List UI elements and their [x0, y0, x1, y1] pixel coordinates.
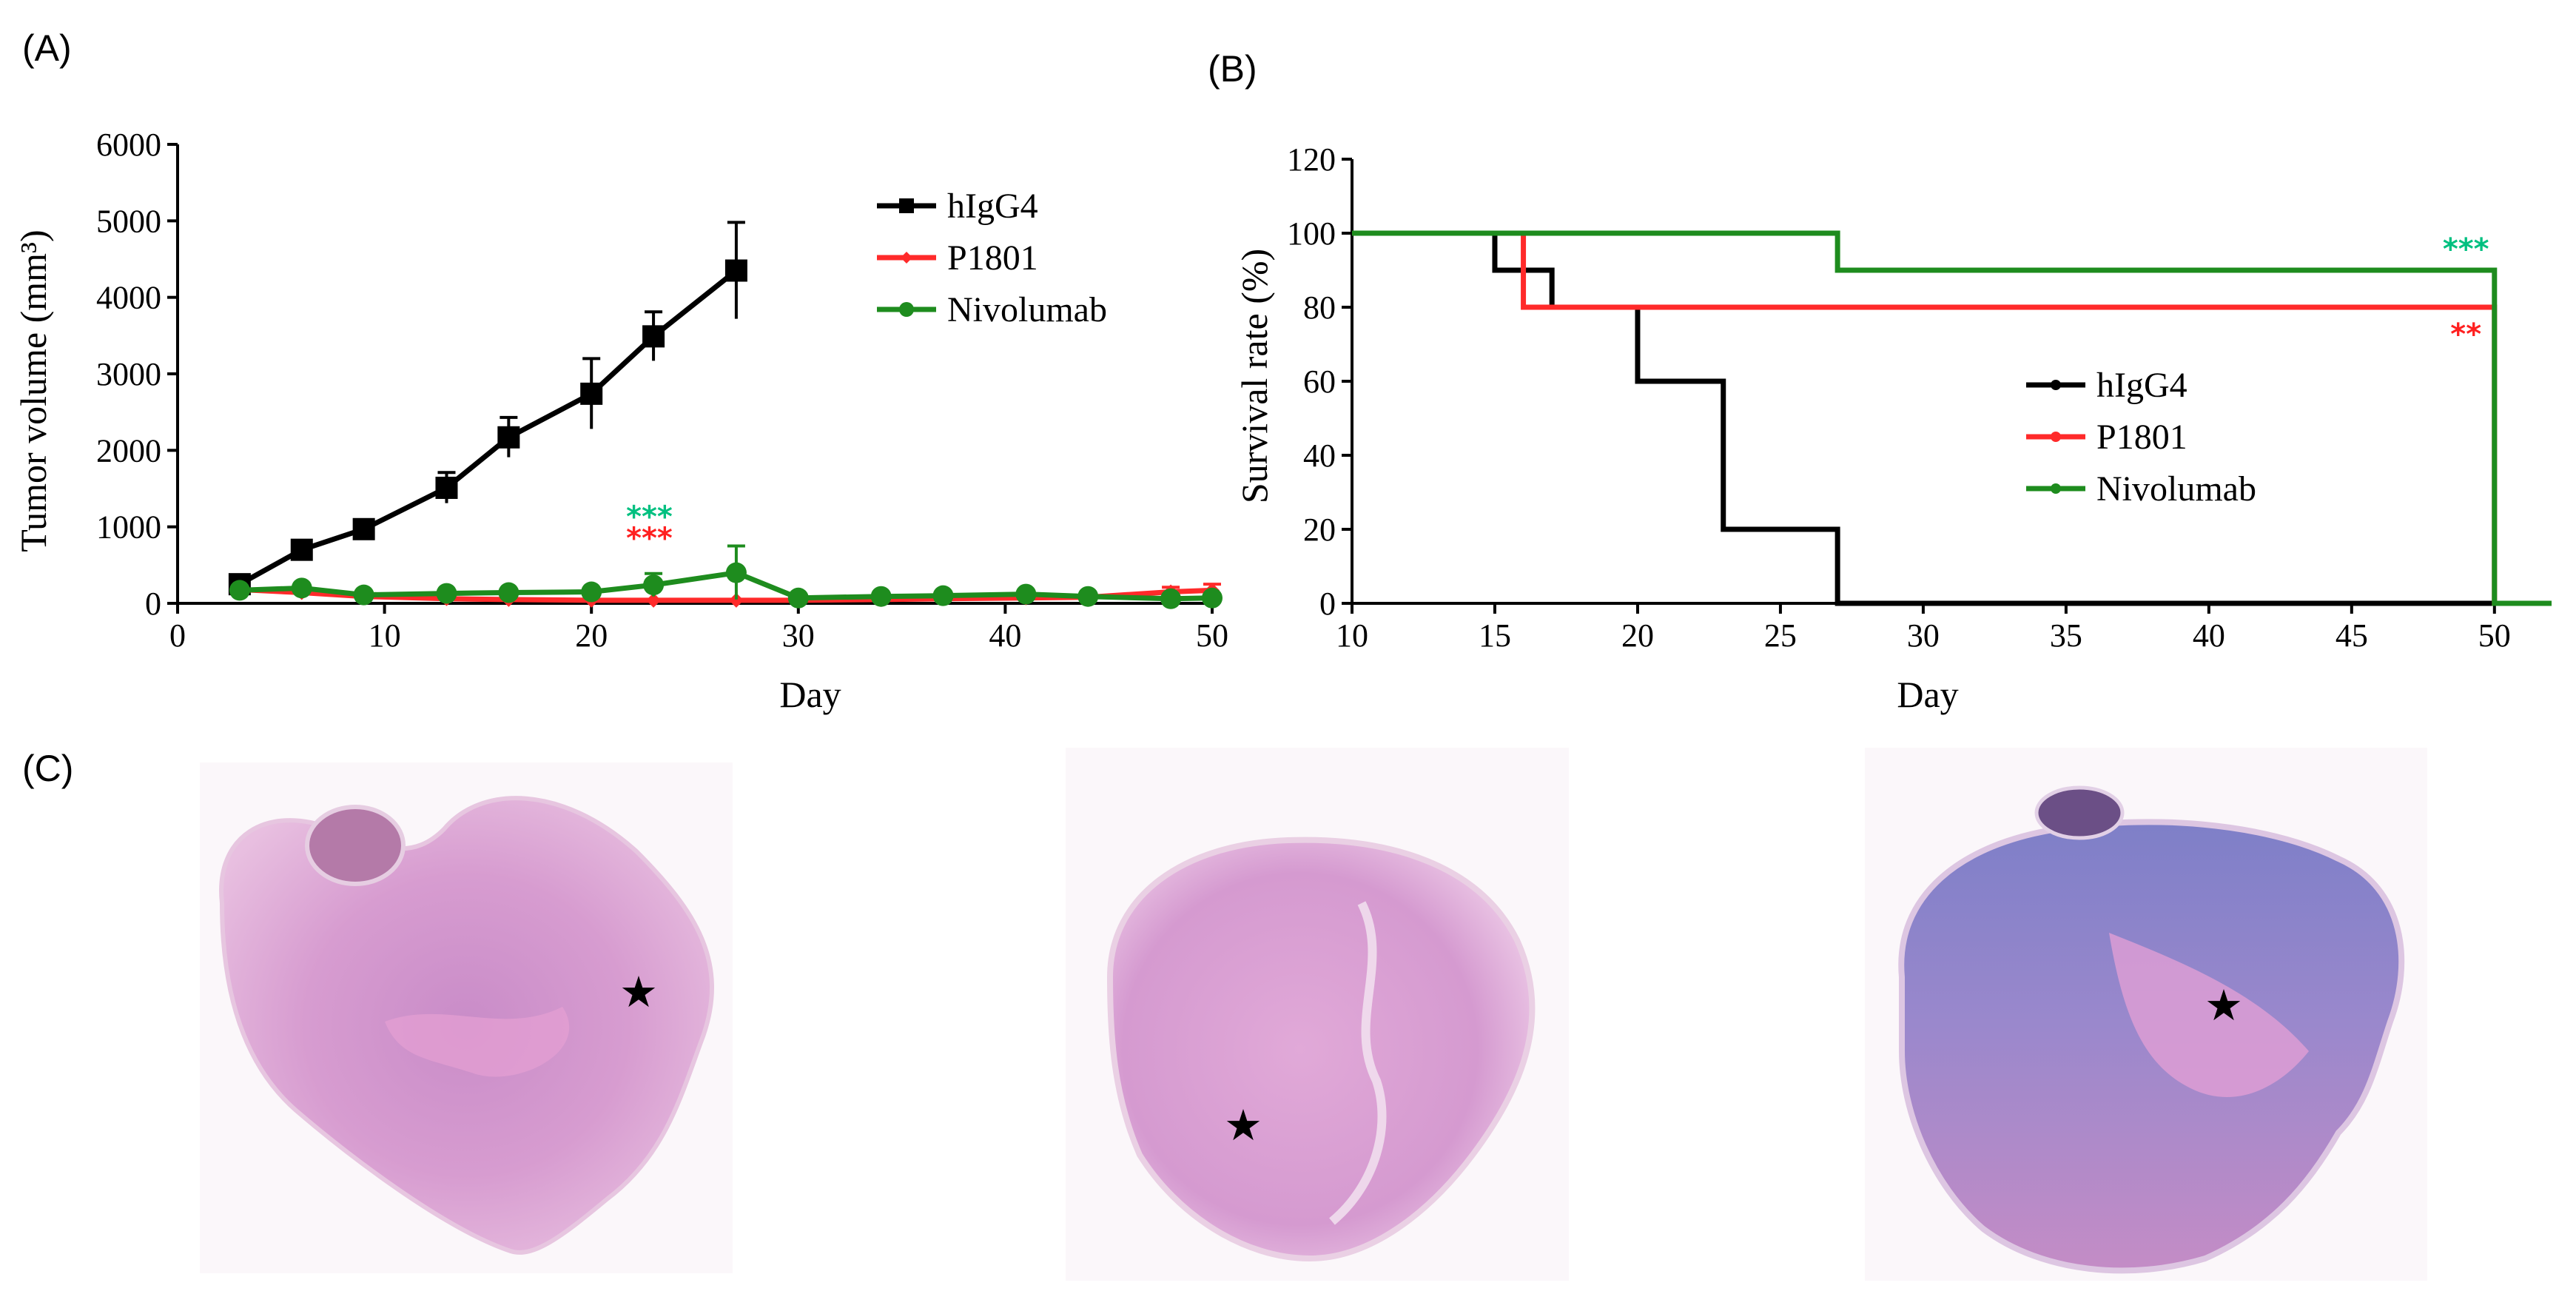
histology-image-1: ★	[200, 762, 733, 1273]
chart-b-series-nivolumab-legend-marker	[2051, 483, 2061, 494]
chart-b-ytick-label: 60	[1303, 363, 1336, 400]
chart-b-ytick-label: 40	[1303, 438, 1336, 474]
chart-b-xtick-label: 40	[2193, 617, 2225, 654]
chart-a-series-nivolumab-legend-label: Nivolumab	[947, 290, 1107, 329]
chart-b-xtick-label: 25	[1764, 617, 1797, 654]
chart-a-ytick-label: 5000	[96, 203, 161, 239]
panel-label-a: (A)	[22, 27, 72, 69]
chart-a-series-p1801-legend-label: P1801	[947, 238, 1038, 278]
chart-a-ytick-label: 1000	[96, 509, 161, 546]
chart-a-significance-annotation: ***	[626, 522, 673, 556]
chart-a-series-higg4-legend-label: hIgG4	[947, 187, 1038, 226]
chart-b-ytick-label: 80	[1303, 289, 1336, 326]
chart-b-xtick-label: 30	[1907, 617, 1940, 654]
chart-a-series-nivolumab-point	[725, 562, 747, 583]
chart-b-ytick-label: 100	[1287, 215, 1336, 252]
chart-a-ytick-label: 0	[145, 586, 161, 622]
chart-b-ytick-label: 20	[1303, 512, 1336, 548]
chart-a-series-nivolumab-point	[353, 584, 374, 606]
chart-b-series-nivolumab-line	[1352, 230, 2552, 606]
histology-image-3: ★	[1865, 748, 2427, 1281]
chart-b-ylabel: Survival rate (%)	[1234, 249, 1275, 503]
chart-b-ytick-label: 0	[1319, 586, 1336, 622]
chart-a-series-p1801-legend-marker	[901, 252, 912, 264]
chart-b-significance-annotation: ***	[2443, 232, 2489, 267]
section-3-nodule	[2034, 785, 2125, 840]
panel-label-c: (C)	[22, 748, 73, 789]
chart-a-ylabel: Tumor volume (mm³)	[13, 229, 54, 552]
chart-b-significance-annotation: **	[2450, 318, 2481, 352]
chart-b-ytick-label: 120	[1287, 141, 1336, 178]
chart-a-tumor-volume: 0 1000 2000 3000 4000 5000 6000 0 10 20 30 40 50 hIgG…	[96, 127, 1228, 654]
chart-a-series-nivolumab-point	[643, 574, 665, 596]
chart-b-series-higg4-legend-marker	[2051, 380, 2061, 390]
chart-a-series-nivolumab-point	[870, 586, 892, 607]
chart-a-series-nivolumab-point	[436, 583, 457, 604]
chart-a-series-higg4-point	[290, 538, 313, 561]
chart-a-series-nivolumab-line	[239, 570, 1213, 602]
chart-a-ytick-label: 3000	[96, 356, 161, 392]
section-2-streak	[1329, 901, 1387, 1225]
histology-panel: ★ ★ ★	[200, 748, 2427, 1281]
chart-b-survival: 0 20 40 60 80 100 120 10 15 20 25 30 35 40 45 50 hIgG4 P1…	[1287, 141, 2552, 654]
section-1-stroma	[385, 1007, 570, 1077]
chart-b-xtick-label: 10	[1336, 617, 1368, 654]
chart-a-series-nivolumab-point	[1202, 587, 1223, 609]
chart-b-series-p1801-legend-marker	[2051, 432, 2061, 442]
chart-a-xtick-label: 10	[369, 617, 401, 654]
chart-b-xtick-label: 45	[2335, 617, 2368, 654]
chart-a-xtick-label: 20	[575, 617, 608, 654]
chart-a-series-nivolumab-point	[1160, 588, 1182, 609]
chart-b-xtick-label: 15	[1479, 617, 1511, 654]
chart-a-series-higg4-point	[435, 476, 458, 499]
chart-b-series-higg4-line	[1352, 230, 2552, 606]
section-1-star-icon: ★	[619, 967, 658, 1017]
chart-b-series-p1801-line	[1352, 230, 2552, 606]
chart-a-series-nivolumab-legend-marker	[899, 302, 914, 317]
histology-image-2: ★	[1066, 748, 1569, 1281]
chart-a-xlabel: Day	[779, 674, 841, 715]
section-2-star-icon: ★	[1224, 1100, 1262, 1150]
chart-a-series-nivolumab-point	[498, 582, 519, 603]
section-3-star-icon: ★	[2205, 980, 2243, 1030]
chart-b-series-nivolumab-legend-label: Nivolumab	[2096, 469, 2256, 509]
chart-b-series-p1801-legend-label: P1801	[2096, 418, 2187, 457]
chart-a-series-nivolumab-point	[1015, 583, 1037, 605]
chart-a-xtick-label: 0	[169, 617, 186, 654]
chart-a-series-higg4-legend-marker	[899, 198, 914, 213]
chart-a-ytick-label: 6000	[96, 127, 161, 163]
chart-a-significance-annotation: ***	[626, 500, 673, 534]
chart-b-xtick-label: 20	[1621, 617, 1654, 654]
chart-b-xlabel: Day	[1897, 674, 1958, 715]
chart-a-series-higg4-point	[724, 259, 747, 282]
panel-label-b: (B)	[1208, 48, 1257, 90]
section-2-tissue	[1106, 837, 1536, 1262]
chart-b-xtick-label: 50	[2478, 617, 2511, 654]
chart-a-series-higg4-point	[352, 517, 375, 540]
chart-a-series-nivolumab-point	[291, 577, 312, 599]
chart-a-series-nivolumab-point	[581, 581, 602, 603]
chart-a-series-nivolumab-point	[787, 587, 809, 609]
chart-a-xtick-label: 50	[1196, 617, 1228, 654]
chart-a-series-nivolumab-point	[1077, 586, 1099, 607]
chart-a-series-p1801-point	[646, 592, 662, 608]
chart-b-xtick-label: 35	[2050, 617, 2082, 654]
chart-a-series-higg4-point	[497, 426, 520, 449]
chart-a-series-p1801-point	[728, 592, 744, 608]
chart-a-ytick-label: 4000	[96, 280, 161, 316]
chart-a-series-nivolumab-point	[229, 580, 250, 601]
chart-a-xtick-label: 40	[989, 617, 1021, 654]
chart-a-ytick-label: 2000	[96, 432, 161, 469]
chart-a-xtick-label: 30	[782, 617, 815, 654]
chart-a-series-higg4-point	[642, 325, 665, 348]
chart-a-series-nivolumab-point	[932, 585, 954, 606]
section-1-nodule	[305, 805, 406, 886]
section-3-pink-region	[2109, 933, 2309, 1097]
chart-a-series-higg4-point	[580, 382, 603, 405]
chart-b-series-higg4-legend-label: hIgG4	[2096, 366, 2187, 405]
